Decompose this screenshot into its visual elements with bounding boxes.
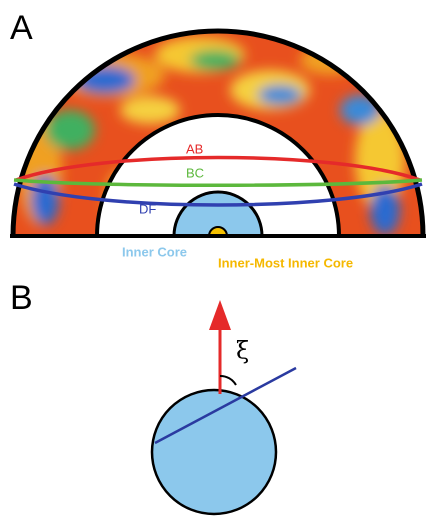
- ray-label: DF: [139, 201, 156, 216]
- angle-label: ξ: [236, 337, 249, 365]
- figure: A AB BC DF Inner Core Inner-Most Inner C: [0, 0, 427, 524]
- inner-most-core-label: Inner-Most Inner Core: [218, 255, 353, 270]
- inner-core-sphere: [152, 390, 276, 514]
- arrow-head: [209, 300, 231, 330]
- ray-label: BC: [186, 165, 204, 180]
- inner-core-label: Inner Core: [122, 244, 187, 259]
- angle-arc: [220, 376, 236, 385]
- panel-label: B: [10, 279, 33, 317]
- panel-label: A: [10, 9, 33, 47]
- ray-label: AB: [186, 141, 203, 156]
